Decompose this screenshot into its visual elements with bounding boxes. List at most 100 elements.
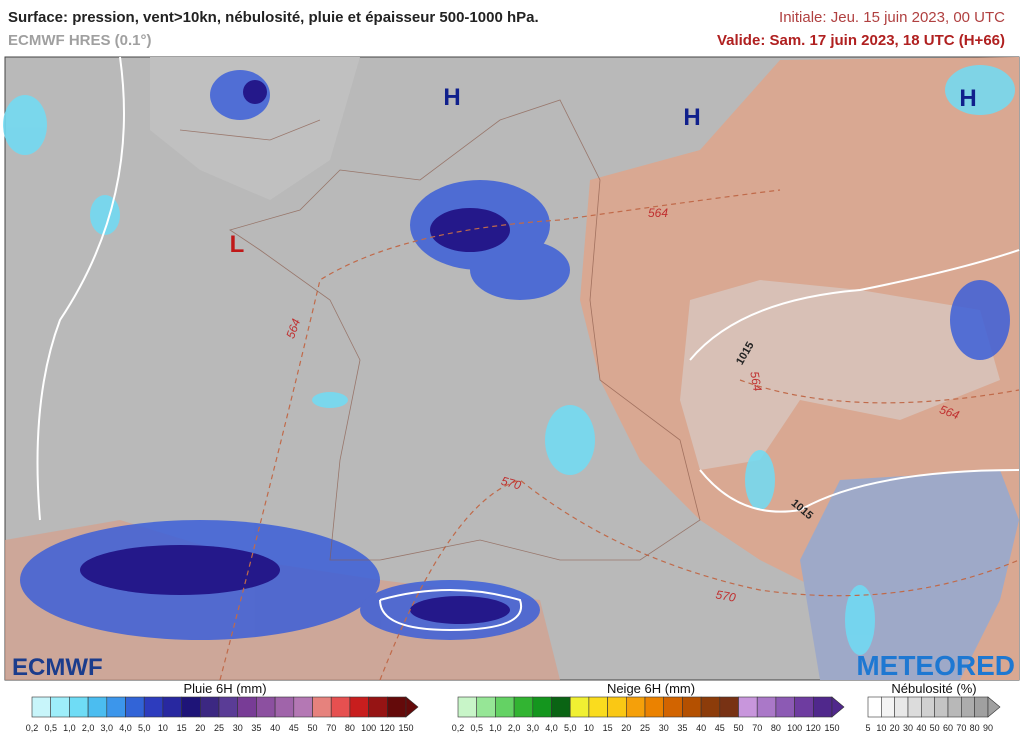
legend-tick: 50 (733, 723, 743, 733)
legend-tick: 25 (214, 723, 224, 733)
legend-tick: 3,0 (101, 723, 114, 733)
legend-tick: 1,0 (489, 723, 502, 733)
legend-swatch (569, 696, 590, 718)
legend-tick: 40 (916, 723, 926, 733)
legend-tick: 120 (380, 723, 395, 733)
legend-tick: 5 (865, 723, 870, 733)
thickness-label: 564 (283, 317, 303, 341)
legend-tick: 80 (771, 723, 781, 733)
legend-tick: 1,0 (63, 723, 76, 733)
legend-swatch (663, 696, 683, 718)
legend-tick: 10 (158, 723, 168, 733)
legend-tick: 90 (983, 723, 993, 733)
thickness-label: 564 (747, 370, 764, 392)
legend-tick: 45 (289, 723, 299, 733)
light-precipitation (3, 65, 1015, 655)
legend-swatch (106, 696, 126, 718)
high-pressure: H (683, 104, 700, 131)
legend-swatch (738, 696, 758, 718)
legend-swatch (218, 696, 239, 718)
legend-swatch (50, 696, 70, 718)
legend-swatch (961, 696, 975, 718)
thickness-lines (219, 189, 1020, 681)
legend-tick: 35 (251, 723, 261, 733)
legend-tick: 20 (621, 723, 631, 733)
thickness-label: 570 (715, 587, 737, 604)
legend-tick: 20 (890, 723, 900, 733)
legend-tick: 35 (677, 723, 687, 733)
legend-swatch (87, 696, 108, 718)
legend-swatch (551, 696, 571, 718)
low-pressure: L (230, 231, 245, 258)
legend-tick: 120 (806, 723, 821, 733)
legend-tick: 2,0 (508, 723, 521, 733)
legend-swatch (330, 696, 351, 718)
legend-swatch (644, 696, 665, 718)
legend-tick: 150 (398, 723, 413, 733)
legend-swatch (625, 696, 646, 718)
thickness-label: 570 (500, 474, 523, 493)
legend-swatch (125, 696, 145, 718)
valid-time: Valide: Sam. 17 juin 2023, 18 UTC (H+66) (717, 32, 1005, 49)
model-name: ECMWF HRES (0.1°) (8, 32, 152, 49)
land (150, 57, 360, 200)
legend-swatch (867, 696, 882, 718)
legend-swatch (386, 696, 407, 718)
legend-tick: 80 (345, 723, 355, 733)
legend-swatch (237, 696, 257, 718)
legend-arrow (405, 696, 419, 718)
legend-swatch (312, 696, 332, 718)
legend-swatch (532, 696, 552, 718)
legend-swatch (607, 696, 627, 718)
legend-swatch (162, 696, 182, 718)
legend-swatch (588, 696, 608, 718)
legend-swatch (476, 696, 496, 718)
legend-swatch (794, 696, 814, 718)
legend-tick: 25 (640, 723, 650, 733)
legend-swatch (457, 696, 478, 718)
legend-swatch (700, 696, 721, 718)
legends: Pluie 6H (mm) 0,2 0,5 1,0 2,0 3,0 4,0 5,0 10 15 20… (26, 681, 1001, 733)
legend-swatch (495, 696, 515, 718)
legend-arrow (987, 696, 1001, 718)
legend-tick: 40 (270, 723, 280, 733)
legend-swatch (947, 696, 962, 718)
legend-tick: 5,0 (138, 723, 151, 733)
legend-swatch (181, 696, 201, 718)
legend-tick: 70 (752, 723, 762, 733)
legend-tick: 30 (659, 723, 669, 733)
legend-tick: 4,0 (545, 723, 558, 733)
legend-tick: 0,5 (44, 723, 57, 733)
initial-time: Initiale: Jeu. 15 juin 2023, 00 UTC (779, 9, 1005, 26)
legend-title: Neige 6H (mm) (607, 681, 695, 696)
legend-tick: 80 (970, 723, 980, 733)
legend-swatch (143, 696, 164, 718)
legend-swatch (293, 696, 313, 718)
thickness-label: 564 (938, 402, 962, 422)
legend-tick: 10 (876, 723, 886, 733)
legend-swatch (256, 696, 276, 718)
legend-tick: 30 (233, 723, 243, 733)
legend-tick: 20 (195, 723, 205, 733)
legend-swatch (934, 696, 949, 718)
legend-tick: 3,0 (527, 723, 540, 733)
legend-swatch (881, 696, 895, 718)
legend-swatch (974, 696, 989, 718)
legend-tick: 0,5 (470, 723, 483, 733)
legend-swatch (31, 696, 52, 718)
legend-tick: 50 (930, 723, 940, 733)
legend-tick: 10 (584, 723, 594, 733)
legend-tick: 15 (177, 723, 187, 733)
legend-arrow (831, 696, 845, 718)
title: Surface: pression, vent>10kn, nébulosité… (8, 9, 539, 26)
legend-tick: 150 (824, 723, 839, 733)
legend-tick: 15 (603, 723, 613, 733)
legend-tick: 40 (696, 723, 706, 733)
legend-tick: 60 (943, 723, 953, 733)
legend-title: Pluie 6H (mm) (183, 681, 266, 696)
legend-swatch (274, 696, 295, 718)
legend-title: Nébulosité (%) (891, 681, 976, 696)
high-pressure: H (443, 84, 460, 111)
legend-swatch (812, 696, 833, 718)
